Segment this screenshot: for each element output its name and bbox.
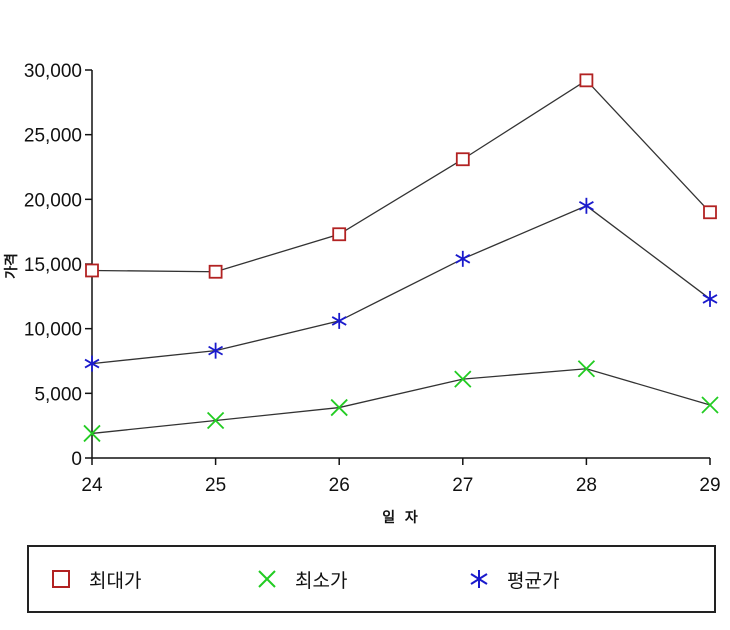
asterisk-marker-stroke: [208, 345, 224, 356]
data-point: [703, 205, 717, 220]
x-marker-stroke: [454, 370, 472, 388]
legend-item-avg: 평균가: [469, 547, 559, 611]
x-marker-stroke: [206, 411, 225, 430]
axes: [91, 70, 710, 459]
data-point: [85, 263, 99, 278]
square-marker: [579, 73, 594, 88]
series-layer: [83, 73, 719, 443]
square-marker: [208, 264, 223, 279]
x-tick-label: 28: [576, 475, 597, 496]
square-marker: [455, 152, 470, 167]
x-axis-title: 일 자: [382, 510, 418, 526]
legend-item-max: 최대가: [51, 547, 141, 611]
data-point: [208, 342, 224, 359]
square-icon: [52, 570, 70, 588]
series-1: [85, 73, 717, 279]
data-point: [579, 73, 594, 88]
square-marker: [332, 227, 347, 242]
asterisk-marker-stroke: [578, 201, 594, 211]
data-point: [455, 152, 470, 167]
data-point: [332, 227, 347, 242]
square-marker: [703, 205, 717, 220]
x-tick-label: 25: [205, 475, 226, 496]
x-icon: [258, 570, 276, 588]
data-point: [83, 424, 101, 443]
x-tick-label: 29: [699, 475, 720, 496]
asterisk-marker-stroke: [84, 358, 100, 369]
data-point: [208, 264, 223, 279]
x-marker-stroke: [577, 360, 596, 378]
series-line: [91, 368, 711, 435]
series-3: [84, 197, 718, 372]
data-point: [84, 355, 100, 372]
data-point: [577, 360, 596, 378]
asterisk-marker-stroke: [331, 316, 347, 326]
data-point: [330, 398, 348, 417]
series-line: [91, 205, 711, 365]
y-tick-label: 15,000: [24, 255, 82, 276]
x-tick-label: 26: [329, 475, 350, 496]
x-marker-stroke: [83, 424, 101, 443]
x-tick-label: 27: [452, 475, 473, 496]
legend-label-max: 최대가: [89, 569, 142, 592]
data-point: [578, 197, 594, 214]
y-tick-label: 10,000: [24, 320, 82, 341]
y-tick-label: 25,000: [24, 126, 82, 147]
y-axis-title: 가격: [3, 253, 20, 279]
legend: 최대가 최소가 평균가: [27, 545, 716, 613]
legend-label-min: 최소가: [295, 569, 348, 592]
y-axis-ticks: 0 5,000 10,000 15,000 20,000 25,000 30,000: [24, 61, 92, 470]
asterisk-marker-stroke: [702, 294, 718, 304]
y-tick-label: 20,000: [24, 190, 82, 211]
x-marker-stroke: [701, 396, 719, 414]
y-tick-label: 5,000: [34, 384, 82, 405]
x-marker-stroke: [330, 398, 348, 417]
asterisk-icon: [470, 570, 488, 588]
x-axis-ticks: 24 25 26 27 28 29: [81, 458, 721, 496]
series-2: [83, 360, 719, 443]
data-point: [454, 370, 472, 388]
data-point: [455, 250, 471, 267]
data-point: [702, 290, 718, 307]
series-line: [91, 79, 711, 273]
data-point: [331, 312, 347, 329]
x-tick-label: 24: [81, 475, 103, 496]
square-marker: [85, 263, 99, 278]
y-tick-label: 0: [71, 449, 82, 470]
legend-item-min: 최소가: [257, 547, 347, 611]
asterisk-marker-stroke: [455, 254, 471, 264]
legend-label-avg: 평균가: [507, 569, 560, 592]
data-point: [701, 396, 719, 414]
y-tick-label: 30,000: [24, 61, 82, 82]
data-point: [206, 411, 225, 430]
